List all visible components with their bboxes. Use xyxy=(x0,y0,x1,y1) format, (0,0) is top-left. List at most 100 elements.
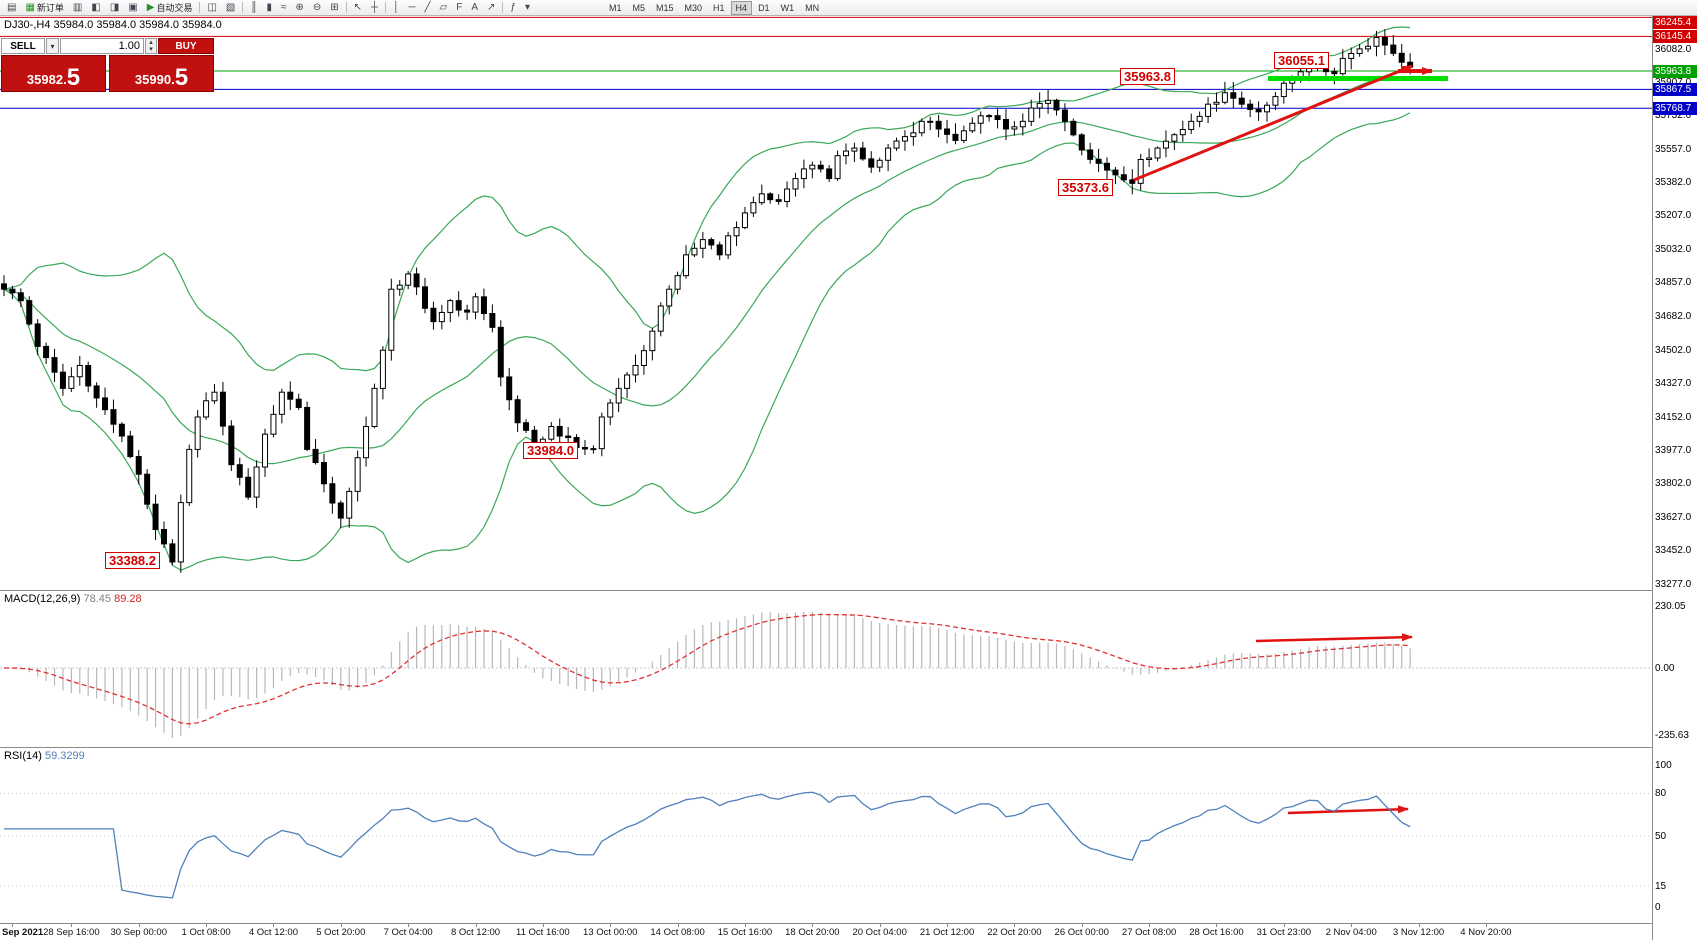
timeframe-m30[interactable]: M30 xyxy=(680,1,708,15)
line-chart-button[interactable]: ≈ xyxy=(277,1,291,15)
time-tick xyxy=(1014,924,1016,927)
sell-button[interactable]: SELL xyxy=(1,38,45,54)
stepper-down-icon[interactable]: ▾ xyxy=(149,46,153,53)
terminal-icon: ◨ xyxy=(109,2,120,13)
time-label: 27 Oct 08:00 xyxy=(1121,927,1177,938)
macd-signal-value: 89.28 xyxy=(114,593,142,605)
volume-input[interactable] xyxy=(60,38,144,54)
toolbar-separator xyxy=(199,2,201,13)
toolbar: ▤ ▦ 新订单 ▥ ◧ ◨ ▣ ▶ 自动交易 ◫ ▧ ║ ▮ ≈ ⊕ ⊖ ⊞ ↖ ┼ │ ─ ╱ ▱ F A ↗ ƒ ▾ M1 M5 … xyxy=(0,0,1697,16)
price-annotation[interactable]: 35373.6 xyxy=(1058,179,1113,196)
sell-price-button[interactable]: 35982. 5 xyxy=(1,55,106,92)
crosshair-icon: ┼ xyxy=(371,2,379,13)
time-tick xyxy=(1351,924,1353,927)
price-scale[interactable]: 36082.0 35907.0 35732.0 35557.0 35382.0 35207… xyxy=(1652,16,1697,940)
time-label: 20 Oct 04:00 xyxy=(852,927,907,938)
new-order-icon: ▦ xyxy=(25,2,35,13)
time-label: 3 Nov 12:00 xyxy=(1392,927,1445,938)
buy-button[interactable]: BUY xyxy=(158,38,214,54)
indicators-dropdown-button[interactable]: ▾ xyxy=(521,1,534,15)
timeframe-h1[interactable]: H1 xyxy=(708,1,730,15)
order-type-dropdown[interactable]: ▾ xyxy=(46,38,59,54)
time-tick xyxy=(677,924,679,927)
timeframe-m1[interactable]: M1 xyxy=(604,1,627,15)
rsi-panel-separator[interactable] xyxy=(0,747,1697,748)
profiles-button[interactable]: ▧ xyxy=(222,1,239,15)
price-tag: 36145.4 xyxy=(1653,30,1697,44)
fibonacci-retracement-button[interactable]: F xyxy=(452,1,466,15)
time-tick xyxy=(138,924,140,927)
timeframe-d1[interactable]: D1 xyxy=(753,1,775,15)
volume-stepper[interactable]: ▴ ▾ xyxy=(145,38,157,54)
auto-trading-button[interactable]: ▶ 自动交易 xyxy=(143,1,197,15)
navigator-button[interactable]: ◧ xyxy=(87,1,104,15)
time-label: 31 Oct 23:00 xyxy=(1256,927,1312,938)
timeframe-m15[interactable]: M15 xyxy=(651,1,679,15)
time-tick xyxy=(206,924,208,927)
text-label-button[interactable]: A xyxy=(467,1,482,15)
terminal-button[interactable]: ◨ xyxy=(106,1,123,15)
price-tick: 35382.0 xyxy=(1655,177,1692,188)
vertical-line-button[interactable]: │ xyxy=(389,1,403,15)
indicators-icon: ƒ xyxy=(510,2,516,13)
time-tick xyxy=(542,924,544,927)
time-label: Sep 2021 xyxy=(2,927,44,938)
one-click-trading-panel: SELL ▾ ▴ ▾ BUY 35982.5 35990.5 xyxy=(1,38,214,92)
time-label: 7 Oct 04:00 xyxy=(383,927,433,938)
zoom-in-button[interactable]: ⊕ xyxy=(291,1,307,15)
trade-panel-price-row: 35982. 5 35990. 5 xyxy=(1,55,214,92)
timeframe-mn[interactable]: MN xyxy=(800,1,824,15)
timeframe-h4[interactable]: H4 xyxy=(730,0,753,15)
price-annotation[interactable]: 33984.0 xyxy=(523,442,578,459)
time-tick xyxy=(879,924,881,927)
time-tick xyxy=(12,924,14,927)
candlestick-chart-button[interactable]: ▮ xyxy=(262,1,276,15)
crosshair-button[interactable]: ┼ xyxy=(367,1,382,15)
data-window-button[interactable]: ▥ xyxy=(69,1,86,15)
toolbar-separator xyxy=(385,2,387,13)
price-annotation[interactable]: 35963.8 xyxy=(1120,68,1175,85)
price-annotation[interactable]: 36055.1 xyxy=(1274,52,1329,69)
sell-price-sep: . xyxy=(63,72,67,87)
zoom-out-button[interactable]: ⊖ xyxy=(309,1,325,15)
time-tick xyxy=(1485,924,1487,927)
timeframe-w1[interactable]: W1 xyxy=(776,1,800,15)
price-tick: 35907.0 xyxy=(1655,76,1692,88)
time-tick xyxy=(71,924,73,927)
new-chart-button[interactable]: ◫ xyxy=(203,1,220,15)
trendline-button[interactable]: ╱ xyxy=(420,1,434,15)
time-label: 15 Oct 16:00 xyxy=(717,927,773,938)
cursor-icon: ↖ xyxy=(353,2,363,13)
price-annotation[interactable]: 33388.2 xyxy=(105,552,160,569)
time-label: 13 Oct 00:00 xyxy=(583,927,638,938)
arrow-tools-button[interactable]: ↗ xyxy=(483,1,499,15)
indicators-button[interactable]: ƒ xyxy=(506,1,520,15)
time-tick xyxy=(1149,924,1151,927)
tile-windows-button[interactable]: ⊞ xyxy=(326,1,342,15)
horizontal-line-button[interactable]: ─ xyxy=(404,1,419,15)
equidistant-channel-button[interactable]: ▱ xyxy=(436,1,452,15)
time-axis[interactable]: Sep 2021 28 Sep 16:00 30 Sep 00:00 1 Oct 08… xyxy=(0,924,1652,940)
buy-price-button[interactable]: 35990. 5 xyxy=(109,55,214,92)
bar-chart-button[interactable]: ║ xyxy=(246,1,261,15)
cursor-button[interactable]: ↖ xyxy=(350,1,366,15)
time-tick xyxy=(1283,924,1285,927)
price-tick: 34327.0 xyxy=(1655,378,1692,390)
time-label: 28 Oct 16:00 xyxy=(1189,927,1244,938)
buy-price-main: 35990 xyxy=(134,72,172,87)
time-label: 4 Oct 12:00 xyxy=(248,927,298,938)
stepper-up-icon[interactable]: ▴ xyxy=(149,39,153,46)
price-tick: 35732.0 xyxy=(1655,110,1692,122)
strategy-tester-button[interactable]: ▣ xyxy=(124,1,141,15)
chart-canvas[interactable] xyxy=(0,0,1652,940)
new-order-button[interactable]: ▦ 新订单 xyxy=(21,1,67,15)
rsi-value: 59.3299 xyxy=(44,750,85,762)
arrow-tools-icon: ↗ xyxy=(486,2,496,13)
timeframe-m5[interactable]: M5 xyxy=(627,1,650,15)
auto-trading-icon: ▶ xyxy=(146,2,155,13)
rsi-tick: 100 xyxy=(1655,760,1672,771)
macd-panel-separator[interactable] xyxy=(0,590,1697,591)
market-watch-button[interactable]: ▤ xyxy=(3,1,20,15)
time-label: 18 Oct 20:00 xyxy=(785,927,840,938)
